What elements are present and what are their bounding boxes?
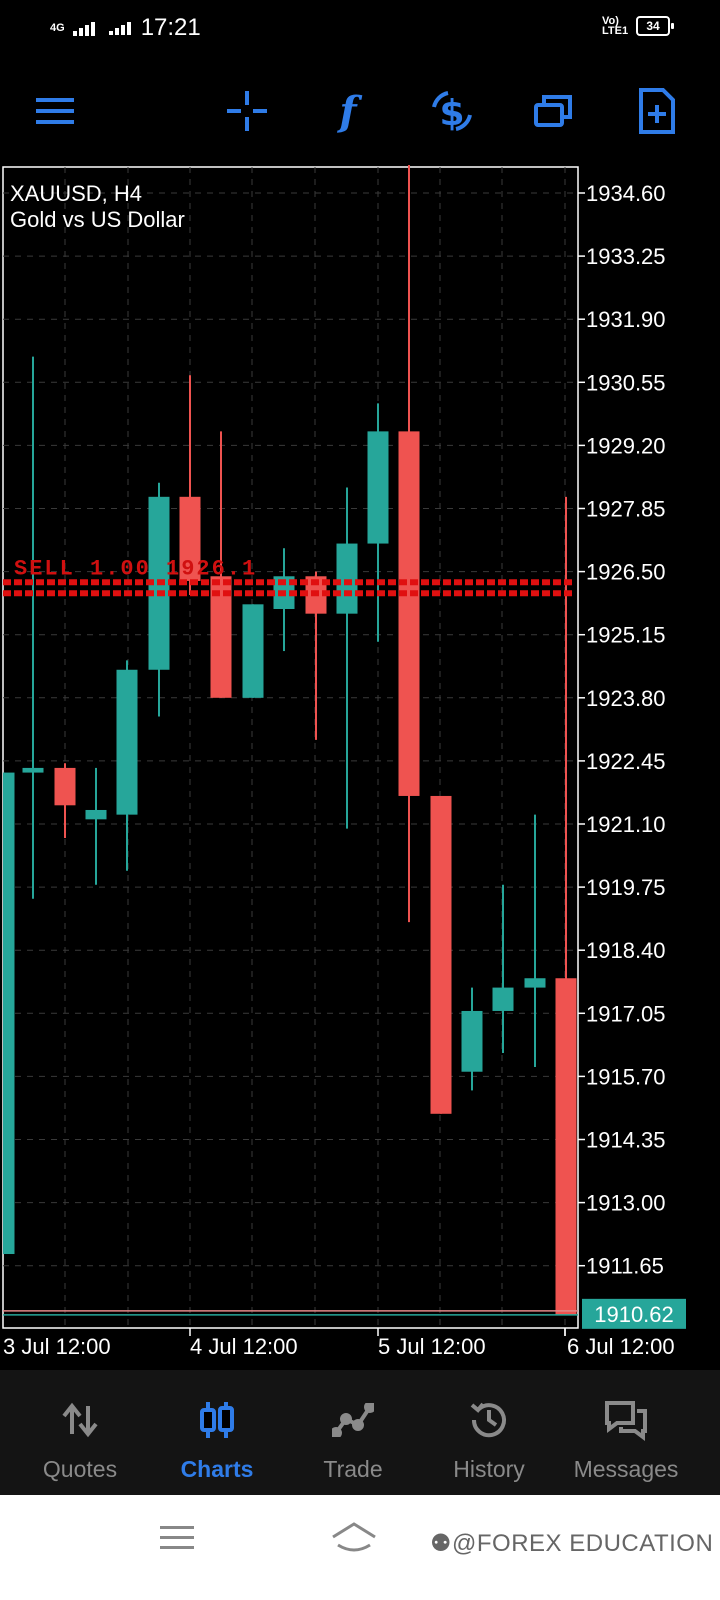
y-tick-label: 1923.80 [586, 686, 666, 711]
y-tick-label: 1918.40 [586, 938, 666, 963]
candle-body [179, 496, 201, 581]
candle-body [116, 669, 138, 815]
y-tick-label: 1927.85 [586, 497, 666, 522]
recents-icon [160, 1526, 194, 1549]
nav-charts[interactable]: Charts [147, 1370, 287, 1495]
y-tick-label: 1921.10 [586, 812, 666, 837]
home-button[interactable] [330, 1521, 378, 1560]
candle-body [22, 767, 44, 773]
y-tick-label: 1922.45 [586, 749, 666, 774]
chart-symbol-label: XAUUSD, H4 Gold vs US Dollar [10, 181, 185, 233]
new-chart-icon[interactable] [632, 86, 682, 136]
nav-label: History [453, 1456, 525, 1482]
nav-history[interactable]: History [419, 1370, 559, 1495]
y-tick-label: 1930.55 [586, 370, 666, 395]
y-tick-label: 1933.25 [586, 244, 666, 269]
trade-line-icon [332, 1398, 374, 1442]
signal-icon-2 [108, 22, 131, 35]
chart-description: Gold vs US Dollar [10, 207, 185, 232]
candle-body [398, 431, 420, 796]
candle-body [3, 772, 15, 1255]
system-navigation-bar: ⚉@FOREX EDUCATION [0, 1495, 720, 1600]
y-tick-label: 1926.50 [586, 560, 666, 585]
candle-body [367, 431, 389, 544]
current-price-badge [582, 1298, 686, 1329]
nav-label: Trade [323, 1456, 383, 1482]
nav-quotes[interactable]: Quotes [10, 1370, 150, 1495]
nav-label: Quotes [42, 1456, 118, 1482]
status-right: Vo) LTE1 34 [602, 15, 674, 37]
volte-indicator: Vo) LTE1 [602, 15, 629, 37]
candle-body [85, 809, 107, 820]
network-type: 4G [50, 22, 65, 34]
x-tick-label: 5 Jul 12:00 [378, 1334, 486, 1359]
y-tick-label: 1914.35 [586, 1128, 666, 1153]
candle-body [492, 987, 514, 1011]
y-tick-label: 1917.05 [586, 1001, 666, 1026]
candle-body [210, 576, 232, 698]
indicators-icon[interactable]: f [339, 87, 357, 135]
order-line-label: SELL 1.00 1926.1 [14, 556, 257, 581]
candle-body [461, 1010, 483, 1072]
chart-frame [2, 166, 579, 1329]
quotes-icon [62, 1398, 98, 1442]
clock: 17:21 [140, 14, 201, 41]
windows-icon[interactable] [529, 86, 579, 136]
x-tick-label: 6 Jul 12:00 [567, 1334, 675, 1359]
battery-icon: 34 [636, 16, 674, 36]
trade-icon[interactable]: $ [427, 86, 477, 136]
status-left: 4G 17:21 [50, 14, 201, 42]
status-bar: 4G 17:21 Vo) LTE1 34 [0, 0, 720, 60]
nav-label: Charts [180, 1456, 254, 1482]
watermark: ⚉@FOREX EDUCATION [430, 1530, 714, 1557]
menu-icon[interactable] [30, 86, 80, 136]
y-tick-label: 1931.90 [586, 307, 666, 332]
candle-body [555, 978, 577, 1315]
recents-button[interactable] [160, 1525, 194, 1556]
y-tick-label: 1919.75 [586, 875, 666, 900]
x-tick-label: 3 Jul 12:00 [3, 1334, 111, 1359]
nav-messages[interactable]: Messages [556, 1370, 696, 1495]
y-tick-label: 1929.20 [586, 433, 666, 458]
chart-canvas[interactable]: 1934.60 1933.25 1931.90 1930.55 1929.20 1927.… [0, 165, 720, 1365]
nav-trade[interactable]: Trade [283, 1370, 423, 1495]
price-chart[interactable]: 1934.60 1933.25 1931.90 1930.55 1929.20 1927.… [0, 165, 720, 1365]
y-tick-label: 1913.00 [586, 1191, 666, 1216]
candle-body [54, 767, 76, 806]
home-icon [332, 1522, 376, 1552]
charts-icon [199, 1398, 235, 1442]
candle-body [336, 543, 358, 614]
candle-body [524, 978, 546, 988]
chart-toolbar: f $ [0, 60, 720, 160]
nav-label: Messages [573, 1456, 679, 1482]
x-tick-label: 4 Jul 12:00 [190, 1334, 298, 1359]
candle-body [242, 604, 264, 698]
y-tick-label: 1911.65 [586, 1254, 664, 1279]
signal-icon [72, 22, 95, 36]
current-price-label: 1910.62 [594, 1302, 674, 1327]
candle-body [430, 795, 452, 1114]
y-tick-label: 1934.60 [586, 181, 666, 206]
y-tick-label: 1925.15 [586, 623, 666, 648]
history-icon [468, 1398, 510, 1442]
y-tick-label: 1915.70 [586, 1064, 666, 1089]
crosshair-icon[interactable] [222, 86, 272, 136]
bottom-navigation: Quotes Charts Trade History Messages [0, 1370, 720, 1495]
messages-icon [603, 1398, 649, 1442]
chart-symbol: XAUUSD, H4 [10, 181, 143, 206]
